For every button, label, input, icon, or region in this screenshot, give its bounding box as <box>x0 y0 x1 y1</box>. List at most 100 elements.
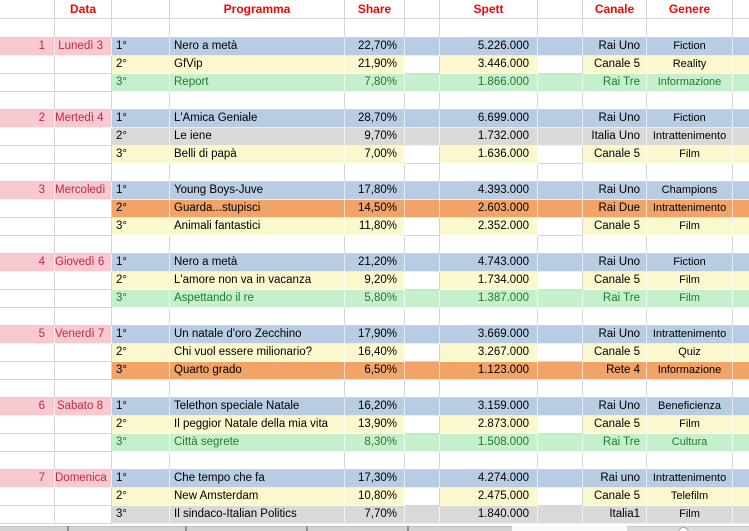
cell-edge[interactable] <box>733 416 749 434</box>
cell-empty[interactable] <box>345 92 405 110</box>
cell-edge[interactable] <box>733 290 749 308</box>
cell-canale[interactable]: Canale 5 <box>583 56 647 74</box>
cell-share[interactable]: 17,80% <box>345 182 405 200</box>
cell-empty[interactable] <box>440 308 538 326</box>
cell-empty[interactable] <box>345 19 405 38</box>
cell-canale[interactable]: Rai Uno <box>583 326 647 344</box>
cell-edge[interactable] <box>733 182 749 200</box>
cell-empty[interactable] <box>733 236 749 254</box>
cell-empty[interactable] <box>405 452 440 470</box>
cell-empty[interactable] <box>0 506 55 524</box>
header-edge[interactable] <box>733 0 749 19</box>
cell-empty[interactable] <box>55 92 112 110</box>
cell-empty[interactable] <box>0 290 55 308</box>
cell-edge[interactable] <box>733 110 749 128</box>
cell-spett[interactable]: 2.352.000 <box>440 218 538 236</box>
cell-gap[interactable] <box>405 290 440 308</box>
cell-gap[interactable] <box>538 398 583 416</box>
cell-edge[interactable] <box>733 146 749 164</box>
cell-genere[interactable]: Champions <box>647 182 733 200</box>
cell-share[interactable]: 7,80% <box>345 74 405 92</box>
cell-program[interactable]: Aspettando il re <box>170 290 345 308</box>
cell-spett[interactable]: 3.267.000 <box>440 344 538 362</box>
cell-empty[interactable] <box>345 236 405 254</box>
cell-canale[interactable]: Canale 5 <box>583 488 647 506</box>
cell-spett[interactable]: 1.508.000 <box>440 434 538 452</box>
cell-empty[interactable] <box>112 19 170 38</box>
cell-spett[interactable]: 3.159.000 <box>440 398 538 416</box>
cell-empty[interactable] <box>440 380 538 398</box>
cell-empty[interactable] <box>405 380 440 398</box>
cell-empty[interactable] <box>733 452 749 470</box>
cell-empty[interactable] <box>0 416 55 434</box>
cell-gap[interactable] <box>405 146 440 164</box>
cell-spett[interactable]: 3.446.000 <box>440 56 538 74</box>
cell-spett[interactable]: 1.387.000 <box>440 290 538 308</box>
cell-empty[interactable] <box>440 164 538 182</box>
cell-empty[interactable] <box>55 416 112 434</box>
cell-empty[interactable] <box>112 380 170 398</box>
cell-empty[interactable] <box>170 19 345 38</box>
cell-day-name[interactable]: Venerdì 7 <box>55 326 112 344</box>
cell-empty[interactable] <box>405 92 440 110</box>
cell-spett[interactable]: 6.699.000 <box>440 110 538 128</box>
cell-spett[interactable]: 1.866.000 <box>440 74 538 92</box>
cell-empty[interactable] <box>647 452 733 470</box>
cell-empty[interactable] <box>0 19 55 38</box>
cell-gap[interactable] <box>405 110 440 128</box>
cell-spett[interactable]: 1.636.000 <box>440 146 538 164</box>
cell-program[interactable]: New Amsterdam <box>170 488 345 506</box>
cell-gap[interactable] <box>405 326 440 344</box>
cell-share[interactable]: 28,70% <box>345 110 405 128</box>
cell-empty[interactable] <box>0 56 55 74</box>
cell-empty[interactable] <box>0 344 55 362</box>
cell-genere[interactable]: Film <box>647 272 733 290</box>
cell-empty[interactable] <box>538 92 583 110</box>
cell-empty[interactable] <box>405 164 440 182</box>
cell-gap[interactable] <box>538 74 583 92</box>
cell-canale[interactable]: Rai Uno <box>583 110 647 128</box>
cell-gap[interactable] <box>405 488 440 506</box>
cell-day-name[interactable]: Mercoledì <box>55 182 112 200</box>
cell-rank[interactable]: 1° <box>112 182 170 200</box>
cell-rank[interactable]: 1° <box>112 38 170 56</box>
cell-rank[interactable]: 3° <box>112 362 170 380</box>
cell-genere[interactable]: Intrattenimento <box>647 128 733 146</box>
cell-empty[interactable] <box>647 380 733 398</box>
cell-empty[interactable] <box>170 236 345 254</box>
cell-genere[interactable]: Telefilm <box>647 488 733 506</box>
cell-program[interactable]: GfVip <box>170 56 345 74</box>
cell-program[interactable]: Chi vuol essere milionario? <box>170 344 345 362</box>
cell-edge[interactable] <box>733 398 749 416</box>
cell-gap[interactable] <box>405 398 440 416</box>
cell-genere[interactable]: Film <box>647 290 733 308</box>
cell-spett[interactable]: 4.743.000 <box>440 254 538 272</box>
cell-edge[interactable] <box>733 434 749 452</box>
cell-day-name[interactable]: Giovedì 6 <box>55 254 112 272</box>
cell-empty[interactable] <box>55 74 112 92</box>
cell-rank[interactable]: 1° <box>112 470 170 488</box>
cell-canale[interactable]: Rai Due <box>583 200 647 218</box>
cell-program[interactable]: Il peggior Natale della mia vita <box>170 416 345 434</box>
cell-rank[interactable]: 3° <box>112 146 170 164</box>
cell-gap[interactable] <box>405 470 440 488</box>
cell-empty[interactable] <box>55 164 112 182</box>
cell-edge[interactable] <box>733 56 749 74</box>
cell-rank[interactable]: 2° <box>112 344 170 362</box>
cell-day-number[interactable]: 4 <box>0 254 55 272</box>
cell-canale[interactable]: Rai Tre <box>583 434 647 452</box>
cell-empty[interactable] <box>345 452 405 470</box>
cell-gap[interactable] <box>538 38 583 56</box>
cell-canale[interactable]: Rete 4 <box>583 362 647 380</box>
header-share[interactable]: Share <box>345 0 405 19</box>
cell-share[interactable]: 8,30% <box>345 434 405 452</box>
cell-rank[interactable]: 1° <box>112 110 170 128</box>
cell-genere[interactable]: Informazione <box>647 74 733 92</box>
cell-rank[interactable]: 3° <box>112 218 170 236</box>
cell-empty[interactable] <box>0 380 55 398</box>
cell-gap[interactable] <box>405 272 440 290</box>
cell-share[interactable]: 7,00% <box>345 146 405 164</box>
cell-empty[interactable] <box>112 92 170 110</box>
cell-spett[interactable]: 1.123.000 <box>440 362 538 380</box>
cell-day-number[interactable]: 5 <box>0 326 55 344</box>
